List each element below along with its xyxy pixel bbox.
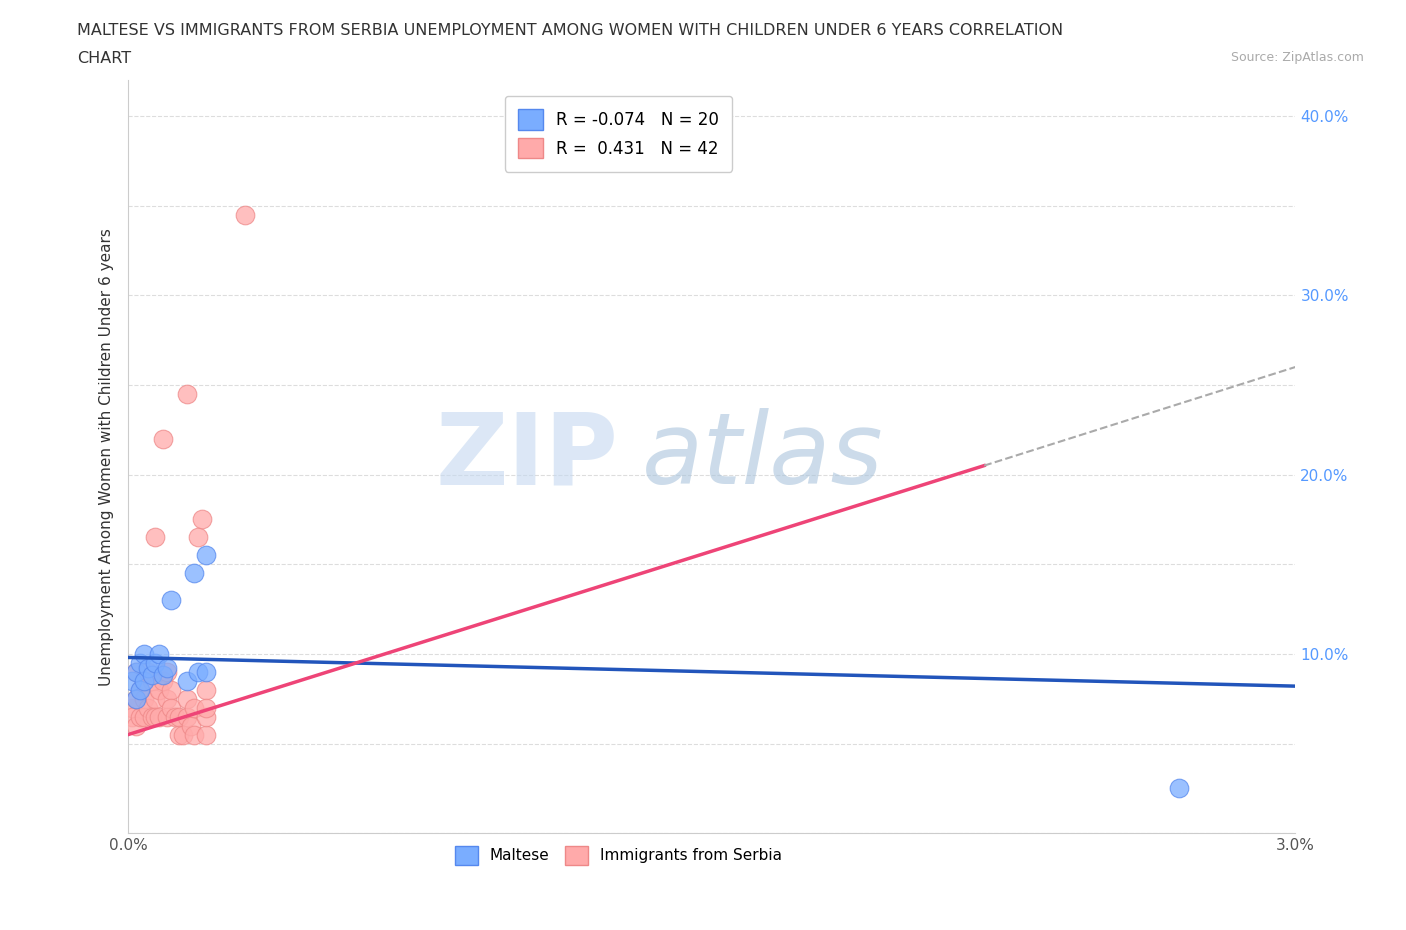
Point bbox=[129, 656, 152, 671]
Point bbox=[125, 664, 148, 679]
Point bbox=[195, 727, 218, 742]
Point bbox=[187, 530, 209, 545]
Point bbox=[195, 710, 218, 724]
Point bbox=[176, 387, 198, 402]
Point bbox=[145, 691, 167, 706]
Point bbox=[167, 727, 190, 742]
Point bbox=[136, 661, 159, 676]
Point bbox=[145, 656, 167, 671]
Point bbox=[176, 710, 198, 724]
Point bbox=[136, 700, 159, 715]
Point bbox=[183, 727, 205, 742]
Point bbox=[145, 530, 167, 545]
Point bbox=[148, 646, 170, 661]
Point bbox=[132, 691, 155, 706]
Point bbox=[141, 673, 163, 688]
Point bbox=[125, 691, 148, 706]
Point bbox=[233, 207, 256, 222]
Point bbox=[125, 691, 148, 706]
Text: atlas: atlas bbox=[641, 408, 883, 505]
Point bbox=[163, 710, 186, 724]
Point bbox=[141, 668, 163, 683]
Point bbox=[195, 664, 218, 679]
Point bbox=[172, 727, 194, 742]
Point bbox=[160, 683, 183, 698]
Point bbox=[141, 710, 163, 724]
Point bbox=[156, 710, 179, 724]
Point bbox=[121, 700, 143, 715]
Point bbox=[160, 700, 183, 715]
Point bbox=[156, 664, 179, 679]
Point bbox=[183, 700, 205, 715]
Point bbox=[191, 512, 214, 526]
Point bbox=[152, 673, 174, 688]
Point bbox=[195, 700, 218, 715]
Point bbox=[132, 673, 155, 688]
Point bbox=[167, 710, 190, 724]
Text: CHART: CHART bbox=[77, 51, 131, 66]
Text: ZIP: ZIP bbox=[436, 408, 619, 505]
Point bbox=[179, 718, 201, 733]
Point bbox=[129, 683, 152, 698]
Point bbox=[125, 718, 148, 733]
Point bbox=[129, 683, 152, 698]
Text: MALTESE VS IMMIGRANTS FROM SERBIA UNEMPLOYMENT AMONG WOMEN WITH CHILDREN UNDER 6: MALTESE VS IMMIGRANTS FROM SERBIA UNEMPL… bbox=[77, 23, 1063, 38]
Point bbox=[145, 710, 167, 724]
Point bbox=[152, 432, 174, 446]
Point bbox=[156, 691, 179, 706]
Point bbox=[148, 683, 170, 698]
Point bbox=[121, 710, 143, 724]
Point bbox=[195, 683, 218, 698]
Point bbox=[176, 691, 198, 706]
Point bbox=[176, 673, 198, 688]
Point bbox=[183, 565, 205, 580]
Point bbox=[148, 710, 170, 724]
Point bbox=[136, 664, 159, 679]
Point bbox=[132, 646, 155, 661]
Point bbox=[125, 664, 148, 679]
Point bbox=[129, 710, 152, 724]
Point bbox=[160, 592, 183, 607]
Y-axis label: Unemployment Among Women with Children Under 6 years: Unemployment Among Women with Children U… bbox=[100, 228, 114, 685]
Point bbox=[132, 710, 155, 724]
Point bbox=[1167, 781, 1189, 796]
Point bbox=[156, 661, 179, 676]
Point bbox=[152, 668, 174, 683]
Text: Source: ZipAtlas.com: Source: ZipAtlas.com bbox=[1230, 51, 1364, 64]
Point bbox=[121, 673, 143, 688]
Point bbox=[195, 548, 218, 563]
Point bbox=[187, 664, 209, 679]
Legend: Maltese, Immigrants from Serbia: Maltese, Immigrants from Serbia bbox=[449, 840, 789, 870]
